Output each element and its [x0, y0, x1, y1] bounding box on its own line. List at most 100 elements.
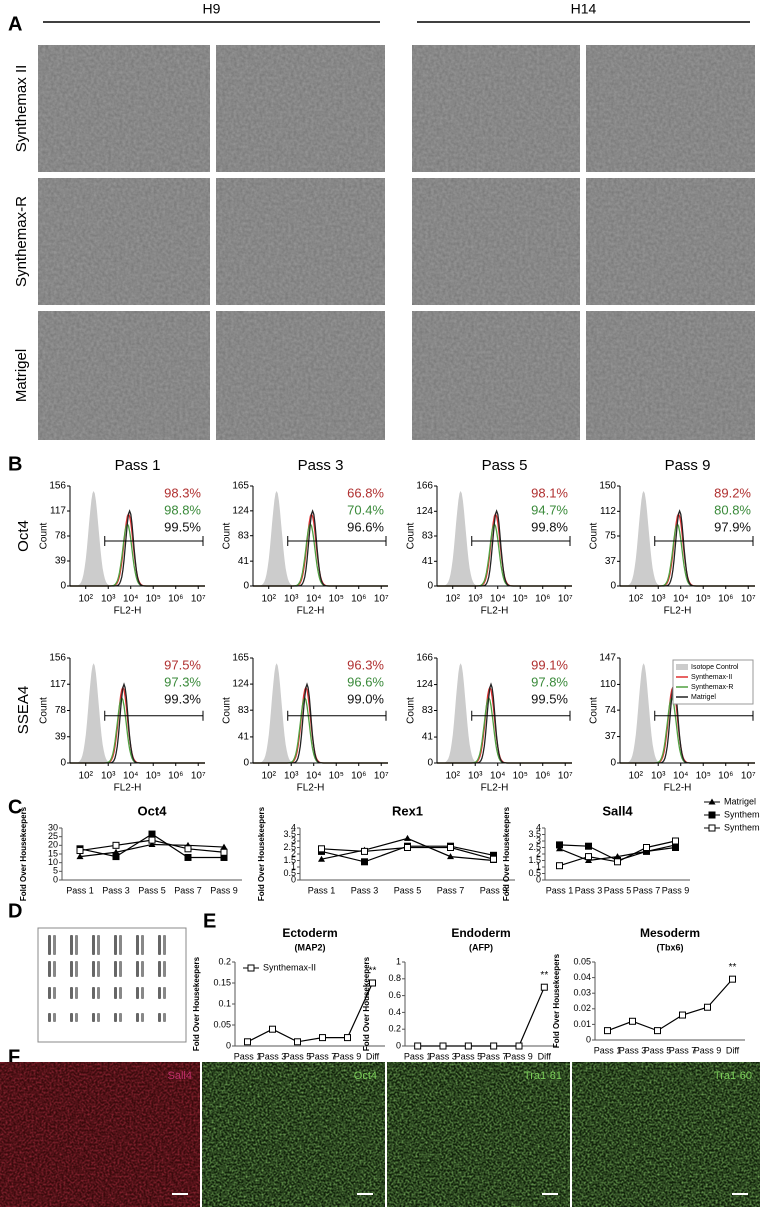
y-tick-label: 124: [416, 506, 433, 517]
annotation: **: [369, 966, 377, 977]
x-tick-label: Diff: [726, 1045, 740, 1055]
x-tick-label: 10³: [284, 771, 299, 782]
y-tick-label: 1: [396, 956, 401, 966]
marker: [220, 848, 228, 856]
x-tick-label: 10²: [629, 594, 644, 605]
chromosome: [92, 987, 95, 999]
chromosome: [48, 987, 51, 999]
chromosome: [53, 935, 56, 955]
marker: [708, 824, 716, 832]
x-tick-label: Pass 3: [575, 885, 603, 895]
chromosome: [97, 987, 100, 999]
chart-subtitle: (AFP): [469, 942, 493, 952]
stain-label: Tra1-60: [714, 1070, 752, 1082]
y-tick-label: 78: [55, 531, 67, 542]
y-tick-label: 0: [536, 874, 541, 884]
marker: [439, 1042, 447, 1050]
panel-label: B: [8, 453, 22, 475]
legend-label: Synthemax-R: [691, 684, 733, 691]
x-tick-label: Pass 3: [259, 1051, 287, 1061]
x-tick-label: 10⁷: [374, 594, 389, 605]
percentage-label: 96.6%: [347, 519, 384, 534]
y-tick-label: 0.02: [573, 1003, 591, 1013]
marker: [148, 840, 156, 847]
y-tick-label: 37: [605, 556, 617, 567]
y-tick-label: 0.2: [388, 1024, 401, 1034]
marker: [220, 843, 228, 850]
percentage-label: 98.1%: [531, 485, 568, 500]
chart-title: Ectoderm: [282, 926, 337, 940]
x-tick-label: Pass 7: [480, 1051, 508, 1061]
y-tick-label: 117: [50, 506, 66, 517]
x-tick-label: Pass 1: [308, 885, 336, 895]
x-tick-label: 10⁵: [513, 771, 528, 782]
micrograph: [38, 178, 210, 305]
chromosome: [136, 987, 139, 999]
micrograph: [412, 45, 580, 172]
percentage-label: 99.0%: [347, 691, 384, 706]
marker: [672, 837, 679, 845]
chromosome: [97, 1013, 100, 1022]
x-tick-label: 10⁴: [306, 594, 321, 605]
chart-title: Endoderm: [451, 926, 510, 940]
percentage-label: 97.5%: [164, 657, 201, 672]
x-tick-label: Pass 3: [619, 1045, 647, 1055]
marker: [76, 853, 84, 860]
y-axis-label: Count: [589, 522, 600, 549]
marker: [490, 1042, 498, 1050]
y-axis-label: Count: [39, 697, 50, 724]
x-tick-label: 10³: [651, 771, 666, 782]
percentage-label: 96.6%: [347, 674, 384, 689]
marker: [708, 798, 716, 805]
x-tick-label: 10⁵: [696, 594, 711, 605]
chromosome: [114, 1013, 117, 1022]
y-axis-label: Count: [222, 522, 233, 549]
marker: [585, 842, 592, 850]
micrograph: [38, 311, 210, 440]
series-line: [247, 982, 374, 1043]
percentage-label: 99.3%: [164, 691, 201, 706]
chart-title: Pass 9: [665, 457, 711, 474]
micrograph: [0, 1062, 200, 1207]
y-tick-label: 37: [605, 731, 617, 742]
panel-label: D: [8, 900, 22, 922]
chromosome: [163, 935, 166, 955]
y-tick-label: 112: [600, 506, 616, 517]
x-tick-label: 10²: [446, 594, 461, 605]
legend-swatch: [676, 664, 688, 670]
x-tick-label: Pass 5: [284, 1051, 312, 1061]
y-tick-label: 83: [422, 705, 434, 716]
percentage-label: 66.8%: [347, 485, 384, 500]
panel-label: A: [8, 13, 22, 35]
y-tick-label: 4: [536, 822, 541, 832]
x-tick-label: Pass 7: [309, 1051, 337, 1061]
x-tick-label: 10⁷: [191, 771, 206, 782]
y-tick-label: 0: [427, 758, 433, 769]
chromosome: [158, 987, 161, 999]
chart-title: Pass 5: [482, 457, 528, 474]
marker: [708, 811, 716, 819]
y-tick-label: 0.1: [218, 998, 231, 1008]
y-tick-label: 75: [605, 531, 617, 542]
percentage-label: 89.2%: [714, 485, 751, 500]
percentage-label: 97.9%: [714, 519, 751, 534]
chromosome: [114, 935, 117, 955]
x-tick-label: 10⁵: [329, 594, 344, 605]
y-axis-label: Fold Over Housekeepers: [257, 806, 266, 901]
micrograph: [586, 311, 755, 440]
chart-title: Sall4: [602, 803, 633, 818]
x-tick-label: 10⁷: [191, 594, 206, 605]
chromosome: [53, 1013, 56, 1022]
micrograph: [202, 1062, 385, 1207]
chromosome: [75, 961, 78, 977]
y-tick-label: 83: [422, 531, 434, 542]
x-tick-label: 10⁷: [558, 594, 573, 605]
marker: [244, 1038, 251, 1046]
y-tick-label: 25: [48, 831, 58, 841]
marker: [556, 862, 563, 870]
y-tick-label: 4: [291, 822, 296, 832]
marker: [404, 844, 411, 851]
y-tick-label: 1.5: [528, 855, 541, 865]
x-tick-label: 10³: [468, 771, 483, 782]
y-tick-label: 0.6: [388, 990, 401, 1000]
